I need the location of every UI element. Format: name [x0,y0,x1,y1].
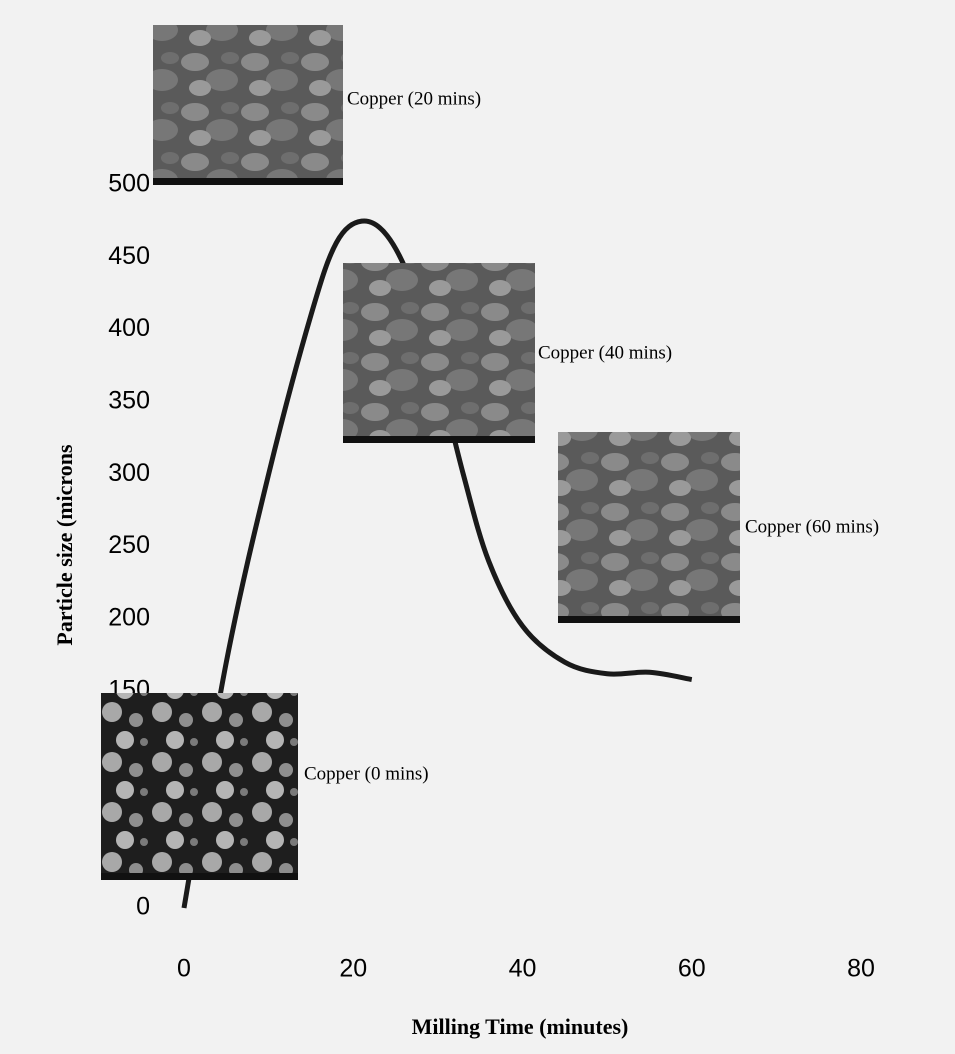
inset-20: Copper (20 mins) [153,25,481,185]
sem-image [343,263,535,443]
y-tick-label: 250 [108,531,150,559]
annotation: Copper (40 mins) [538,342,672,363]
x-tick-label: 40 [509,955,537,983]
sem-image [101,693,298,880]
y-tick-label: 300 [108,459,150,487]
y-tick-label: 200 [108,603,150,631]
y-axis-title: Particle size (microns [52,444,77,646]
x-tick-label: 0 [177,955,191,983]
sem-image [558,432,740,623]
x-tick-label: 60 [678,955,706,983]
y-tick-label: 450 [108,242,150,270]
scale-bar [558,616,740,623]
annotation: Copper (0 mins) [304,763,429,784]
scale-bar [343,436,535,443]
annotation: Copper (20 mins) [347,88,481,109]
y-tick-label: 350 [108,387,150,415]
x-axis-title: Milling Time (minutes) [412,1014,629,1039]
inset-40: Copper (40 mins) [343,263,672,443]
y-tick-label: 0 [136,893,150,921]
y-tick-label: 400 [108,314,150,342]
scale-bar [153,178,343,185]
inset-60: Copper (60 mins) [558,432,879,623]
sem-image [153,25,343,185]
x-tick-label: 80 [847,955,875,983]
y-tick-label: 500 [108,170,150,198]
scale-bar [101,873,298,880]
x-tick-label: 20 [339,955,367,983]
annotation: Copper (60 mins) [745,516,879,537]
inset-0: Copper (0 mins) [101,693,429,880]
